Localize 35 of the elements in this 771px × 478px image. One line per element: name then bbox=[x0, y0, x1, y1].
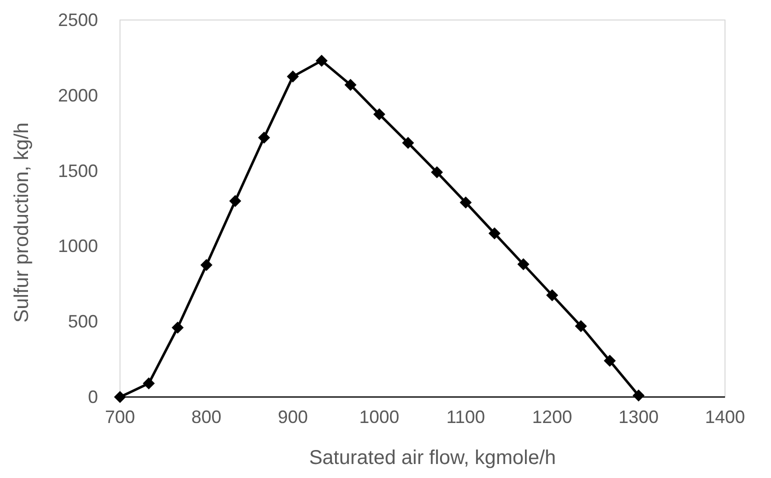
point bbox=[430, 166, 443, 178]
y-tick-label: 500 bbox=[68, 312, 98, 332]
point bbox=[200, 259, 212, 272]
y-tick-label: 2500 bbox=[58, 10, 98, 30]
point bbox=[373, 108, 386, 120]
point bbox=[488, 227, 500, 240]
x-tick-label: 1100 bbox=[446, 407, 486, 427]
point bbox=[574, 320, 587, 332]
y-tick-label: 2000 bbox=[58, 85, 98, 106]
point bbox=[344, 78, 357, 91]
x-tick-label: 1400 bbox=[704, 407, 746, 427]
x-axis-title: Saturated air flow, kgmole/h bbox=[309, 447, 556, 469]
point bbox=[229, 194, 242, 207]
x-tick-label: 1200 bbox=[532, 407, 572, 427]
y-tick-label: 1000 bbox=[58, 236, 98, 256]
point bbox=[286, 70, 299, 83]
point bbox=[258, 132, 270, 144]
point bbox=[517, 258, 530, 270]
y-tick-label: 1500 bbox=[58, 160, 98, 181]
x-tick-label: 1300 bbox=[618, 407, 659, 427]
x-tick-label: 900 bbox=[278, 407, 308, 427]
point bbox=[316, 54, 328, 67]
x-tick-label: 700 bbox=[104, 407, 136, 427]
point bbox=[172, 322, 184, 334]
point bbox=[632, 389, 645, 402]
y-axis-title: Sulfur production, kg/h bbox=[11, 122, 33, 323]
point bbox=[546, 289, 558, 302]
point bbox=[114, 391, 126, 403]
y-tick-label: 0 bbox=[88, 387, 98, 407]
x-tick-label: 800 bbox=[191, 407, 222, 427]
point bbox=[402, 136, 414, 149]
point bbox=[604, 354, 616, 367]
point bbox=[460, 196, 472, 208]
point bbox=[142, 377, 155, 390]
x-tick-label: 1000 bbox=[359, 407, 400, 427]
